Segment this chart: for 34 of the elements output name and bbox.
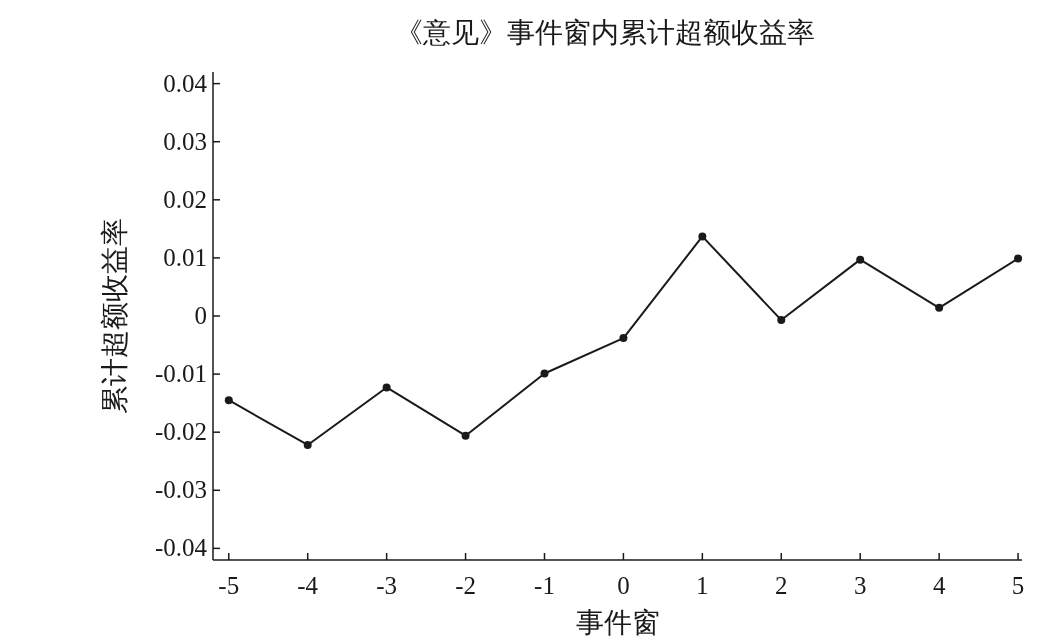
x-tick-label: -1 xyxy=(534,572,555,599)
x-tick-label: -3 xyxy=(376,572,398,599)
y-tick-label: 0.04 xyxy=(163,69,208,97)
x-tick-label: 2 xyxy=(775,572,788,599)
point xyxy=(856,255,865,264)
y-tick-label: -0.03 xyxy=(154,476,207,504)
y-tick-label: -0.01 xyxy=(154,360,207,388)
chart-title: 《意见》事件窗内累计超额收益率 xyxy=(395,17,815,48)
point xyxy=(224,396,233,405)
x-axis-title: 事件窗 xyxy=(575,607,660,638)
point xyxy=(935,303,944,312)
x-tick-label: 1 xyxy=(696,572,709,599)
y-tick-label: -0.02 xyxy=(154,418,207,446)
point xyxy=(619,334,628,343)
point xyxy=(303,440,312,449)
x-tick-label: 0 xyxy=(617,572,630,599)
point xyxy=(382,383,391,392)
y-tick-label: -0.04 xyxy=(154,534,208,562)
x-tick-label: 5 xyxy=(1011,572,1025,599)
x-tick-label: 3 xyxy=(853,572,867,599)
y-tick-label: 0 xyxy=(194,302,207,329)
point xyxy=(777,316,786,325)
x-tick-label: 4 xyxy=(932,572,946,599)
point xyxy=(1014,254,1023,263)
point xyxy=(540,369,549,378)
point xyxy=(698,232,707,241)
x-tick-label: -5 xyxy=(218,572,240,599)
x-tick-label: -4 xyxy=(297,572,319,599)
y-tick-label: 0.02 xyxy=(163,185,207,213)
y-tick-label: 0.03 xyxy=(163,127,207,155)
x-tick-label: -2 xyxy=(455,572,476,599)
y-tick-label: 0.01 xyxy=(163,243,207,271)
point xyxy=(461,431,470,440)
y-axis-title: 累计超额收益率 xyxy=(99,218,130,414)
